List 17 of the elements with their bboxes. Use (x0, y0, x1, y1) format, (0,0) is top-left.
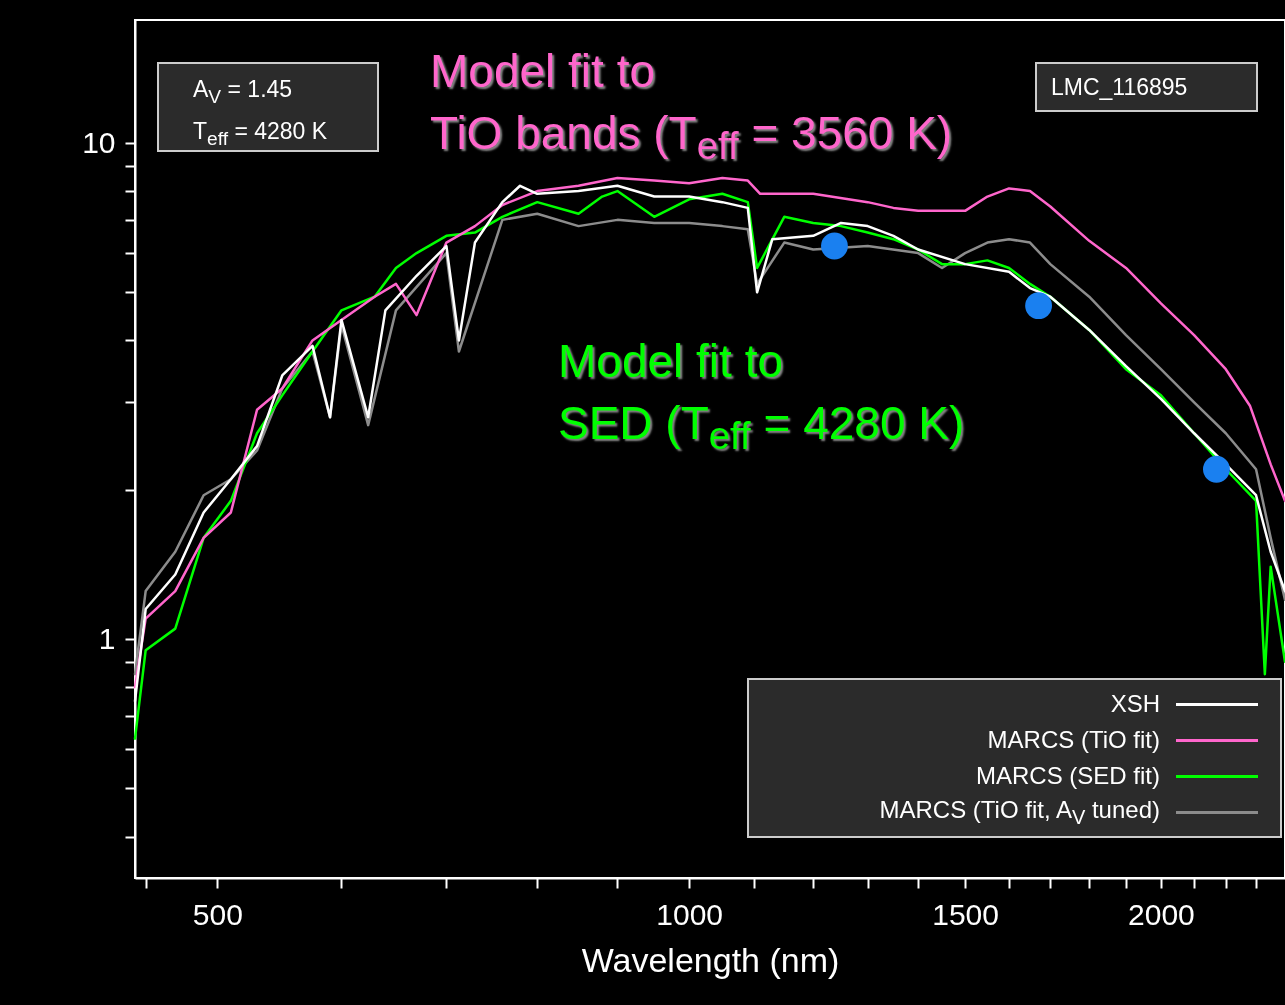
x-tick-label: 500 (192, 897, 243, 931)
legend-label: MARCS (TiO fit, A$_{V}$ tuned) (879, 795, 1160, 829)
legend-label: MARCS (TiO fit) (987, 726, 1160, 754)
x-tick-label: 1500 (932, 897, 999, 931)
y-tick-label: 1 (98, 621, 116, 655)
annotation: Model fit to TiO bands (T$_{eff}$ = 3560 K) (430, 44, 953, 170)
annotation: Model fit to SED (T$_{eff}$ = 4280 K) (558, 334, 965, 460)
annotation: LMC_116895 (1051, 74, 1189, 101)
annotation: A$_{V}$ = 1.45 T$_{eff}$ = 4280 K (193, 75, 329, 151)
x-tick-label: 2000 (1128, 897, 1195, 931)
x-axis-title: Wavelength (nm) (581, 940, 840, 979)
x-tick-label: 1000 (656, 897, 724, 931)
legend-label: MARCS (SED fit) (975, 762, 1160, 790)
y-tick-label: 10 (82, 125, 116, 159)
legend-label: XSH (1110, 690, 1160, 718)
text-box: A$_{V}$ = 1.45 T$_{eff}$ = 4280 K (157, 62, 379, 152)
text-box: LMC_116895 (1035, 62, 1258, 112)
